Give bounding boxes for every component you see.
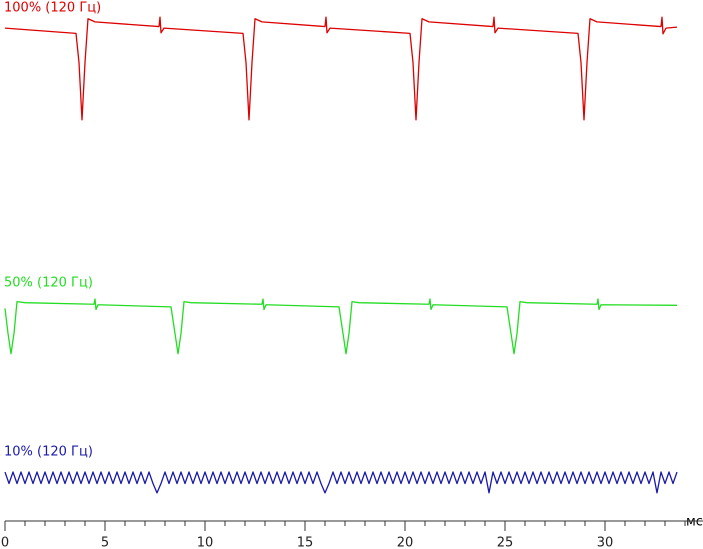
x-tick-label: 5 [101,536,109,549]
x-tick-label: 15 [297,536,314,549]
trace [4,16,678,121]
trace-label: 50% (120 Гц) [4,276,93,291]
trace-label: 100% (120 Гц) [4,1,101,16]
x-tick-label: 0 [1,536,9,549]
trace [4,298,678,355]
x-axis-label: мс [686,515,703,530]
x-tick-label: 20 [397,536,414,549]
trace [4,471,678,494]
x-tick-label: 30 [597,536,614,549]
trace-label: 10% (120 Гц) [4,445,93,460]
x-tick-label: 25 [497,536,514,549]
x-tick-label: 10 [197,536,214,549]
